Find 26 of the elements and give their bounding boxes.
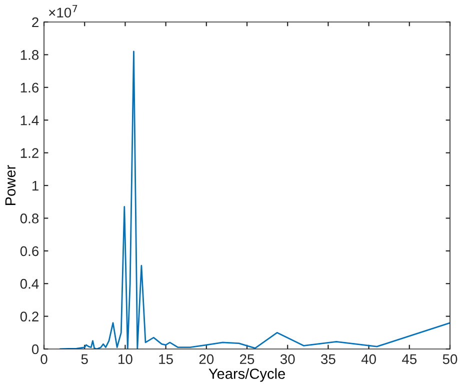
y-axis-title: Power [5, 165, 16, 205]
x-tick-label: 5 [81, 354, 88, 364]
x-tick-label: 50 [442, 354, 458, 364]
y-tick-label: 1 [32, 180, 38, 191]
line-series [60, 50, 450, 349]
y-tick-label: 1.4 [20, 116, 39, 126]
x-tick-label: 15 [159, 354, 173, 364]
text: ×10$^{7}$ [49, 4, 78, 18]
y-tick-label: 1.2 [20, 148, 38, 158]
y-tick-label: 1.6 [20, 82, 39, 93]
y-tick-label: 0.4 [20, 278, 39, 289]
x-axis-title: Years/Cycle [208, 368, 285, 382]
x-tick-label: 10 [118, 354, 132, 364]
x-tick-label: 35 [321, 354, 336, 364]
x-tick-label: 30 [280, 354, 295, 364]
x-tick-label: 0 [40, 354, 48, 364]
x-tick-label: 25 [240, 354, 254, 364]
y-tick-label: 1.8 [20, 50, 39, 60]
y-tick-label: 0.2 [20, 312, 38, 322]
x-tick-label: 20 [199, 354, 214, 364]
y-tick-label: 2 [32, 17, 38, 28]
x-tick-label: 40 [361, 354, 376, 364]
y-tick-label: 0.6 [20, 246, 39, 256]
x-tick-label: 45 [402, 354, 417, 364]
y-tick-label: 0 [32, 344, 39, 354]
y-tick-label: 0.8 [20, 214, 39, 224]
